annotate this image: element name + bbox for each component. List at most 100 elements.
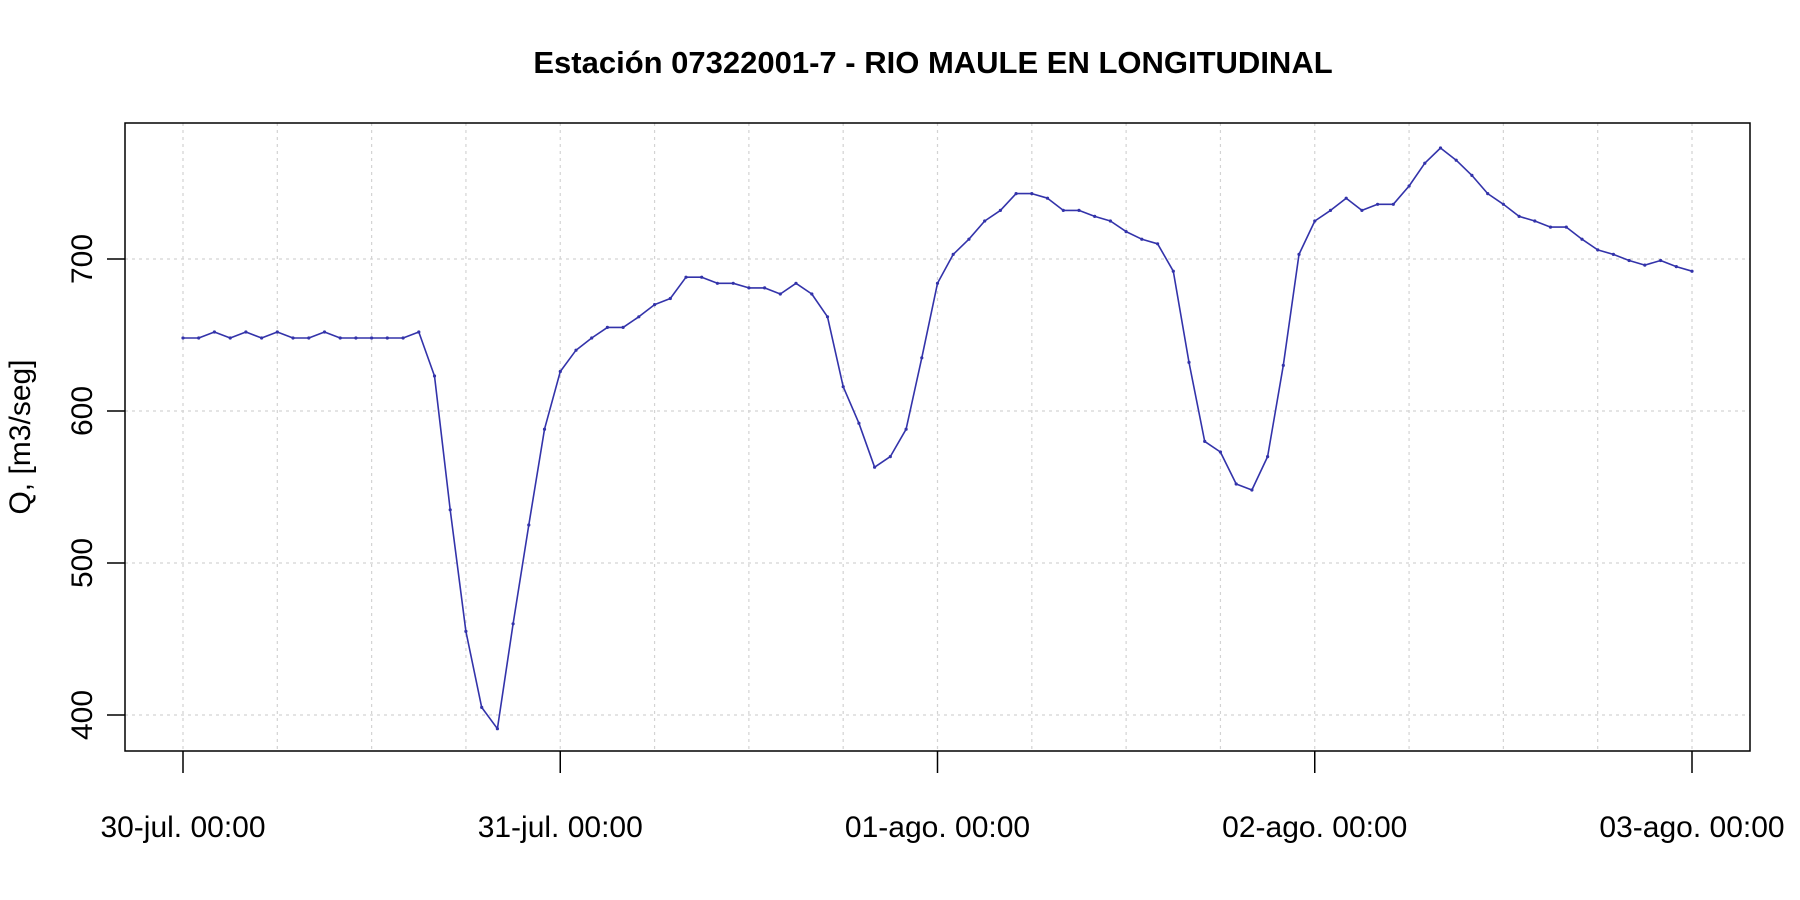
data-point bbox=[605, 325, 610, 329]
data-point bbox=[810, 292, 814, 296]
data-point bbox=[1517, 214, 1521, 218]
data-point bbox=[920, 356, 924, 360]
x-tick-label: 03-ago. 00:00 bbox=[1599, 811, 1784, 844]
data-point bbox=[1391, 202, 1395, 206]
data-point bbox=[1454, 158, 1458, 162]
data-point bbox=[181, 336, 185, 340]
data-point bbox=[307, 336, 311, 340]
data-point bbox=[1643, 263, 1647, 267]
data-point bbox=[951, 252, 955, 256]
data-point bbox=[558, 369, 562, 374]
data-point bbox=[715, 281, 720, 285]
data-point bbox=[1659, 258, 1663, 263]
y-axis-label: Q, [m3/seg] bbox=[4, 359, 37, 514]
data-point bbox=[998, 208, 1003, 212]
data-point bbox=[291, 336, 295, 340]
data-point bbox=[888, 455, 892, 459]
data-point bbox=[637, 315, 641, 319]
data-point bbox=[668, 296, 672, 301]
data-point bbox=[1203, 439, 1207, 443]
data-point bbox=[212, 330, 216, 334]
data-point bbox=[935, 281, 940, 285]
x-axis: 30-jul. 00:00 31-jul. 00:00 01-ago. 00:00 0… bbox=[100, 751, 1785, 844]
data-point bbox=[197, 336, 201, 340]
data-point bbox=[370, 336, 374, 340]
data-point bbox=[1156, 242, 1160, 246]
data-point bbox=[983, 219, 987, 223]
data-point bbox=[401, 336, 405, 340]
x-tick-label: 01-ago. 00:00 bbox=[845, 811, 1030, 844]
data-point bbox=[322, 330, 327, 334]
data-point bbox=[1376, 202, 1380, 206]
data-point bbox=[1014, 192, 1018, 196]
data-point bbox=[1250, 488, 1254, 492]
data-point bbox=[1674, 265, 1678, 269]
data-point bbox=[1187, 360, 1191, 364]
data-point bbox=[1548, 225, 1553, 229]
data-point bbox=[1108, 219, 1112, 223]
data-point bbox=[1218, 450, 1222, 454]
data-point bbox=[260, 336, 264, 340]
data-point bbox=[684, 275, 688, 279]
y-tick-label: 400 bbox=[66, 690, 99, 740]
y-tick-label: 700 bbox=[66, 234, 99, 284]
y-tick-label: 500 bbox=[66, 538, 99, 588]
data-point bbox=[1140, 237, 1144, 241]
data-point bbox=[1690, 269, 1694, 273]
grid bbox=[125, 123, 1750, 751]
data-point bbox=[1533, 219, 1537, 223]
data-point bbox=[432, 374, 437, 378]
x-tick-label: 31-jul. 00:00 bbox=[478, 811, 643, 844]
data-point bbox=[1611, 252, 1615, 256]
data-point bbox=[778, 292, 782, 296]
data-point bbox=[275, 330, 279, 334]
data-point bbox=[1061, 208, 1065, 212]
data-point bbox=[1171, 269, 1175, 273]
data-point bbox=[1501, 202, 1505, 206]
data-point bbox=[1281, 363, 1285, 367]
x-tick-label: 30-jul. 00:00 bbox=[100, 811, 265, 844]
data-point bbox=[1423, 161, 1427, 165]
data-point bbox=[1328, 208, 1333, 212]
data-point bbox=[1360, 208, 1364, 212]
data-point bbox=[653, 303, 657, 307]
data-point bbox=[825, 315, 830, 319]
chart-title: Estación 07322001-7 - RIO MAULE EN LONGI… bbox=[533, 45, 1332, 80]
data-point bbox=[527, 523, 531, 527]
data-point bbox=[448, 508, 452, 512]
data-point bbox=[1564, 225, 1568, 229]
series-layer bbox=[181, 146, 1694, 731]
x-tick-label: 02-ago. 00:00 bbox=[1222, 811, 1407, 844]
data-point bbox=[228, 336, 232, 340]
data-point bbox=[354, 336, 358, 340]
y-tick-label: 600 bbox=[66, 386, 99, 436]
data-point bbox=[700, 275, 704, 279]
data-point bbox=[857, 421, 861, 425]
data-point bbox=[1486, 192, 1490, 196]
data-point bbox=[1313, 219, 1317, 223]
data-point bbox=[1266, 455, 1270, 459]
data-point bbox=[1580, 237, 1584, 241]
data-point bbox=[244, 330, 248, 334]
data-point bbox=[841, 385, 845, 389]
data-point bbox=[1438, 146, 1443, 150]
data-point bbox=[464, 629, 468, 634]
data-point bbox=[590, 336, 594, 340]
data-point bbox=[1030, 192, 1034, 196]
data-point bbox=[495, 727, 499, 731]
y-axis: 400 500 600 700 bbox=[66, 234, 125, 740]
data-point bbox=[1470, 173, 1474, 177]
data-point bbox=[873, 465, 877, 469]
data-point bbox=[542, 427, 547, 431]
data-point bbox=[904, 427, 908, 431]
data-point bbox=[621, 325, 625, 329]
data-point bbox=[1077, 208, 1081, 212]
data-point bbox=[1344, 196, 1348, 200]
data-point bbox=[1093, 214, 1097, 218]
data-point bbox=[417, 330, 421, 334]
data-point bbox=[511, 622, 515, 626]
data-point bbox=[747, 286, 751, 290]
data-point bbox=[1297, 252, 1301, 256]
data-point bbox=[1627, 258, 1631, 263]
data-point bbox=[338, 336, 342, 340]
